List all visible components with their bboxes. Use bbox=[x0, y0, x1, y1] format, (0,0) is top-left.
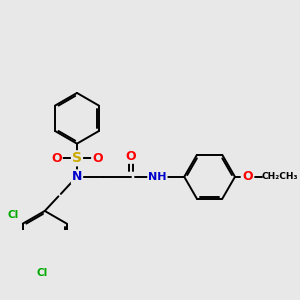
Text: N: N bbox=[72, 170, 82, 183]
Text: NH: NH bbox=[148, 172, 167, 182]
Text: O: O bbox=[92, 152, 103, 165]
Text: Cl: Cl bbox=[37, 268, 48, 278]
Text: S: S bbox=[72, 151, 82, 165]
Text: O: O bbox=[51, 152, 62, 165]
Text: O: O bbox=[243, 170, 254, 183]
Text: O: O bbox=[125, 150, 136, 163]
Text: CH₂CH₃: CH₂CH₃ bbox=[262, 172, 298, 181]
Text: Cl: Cl bbox=[8, 210, 19, 220]
